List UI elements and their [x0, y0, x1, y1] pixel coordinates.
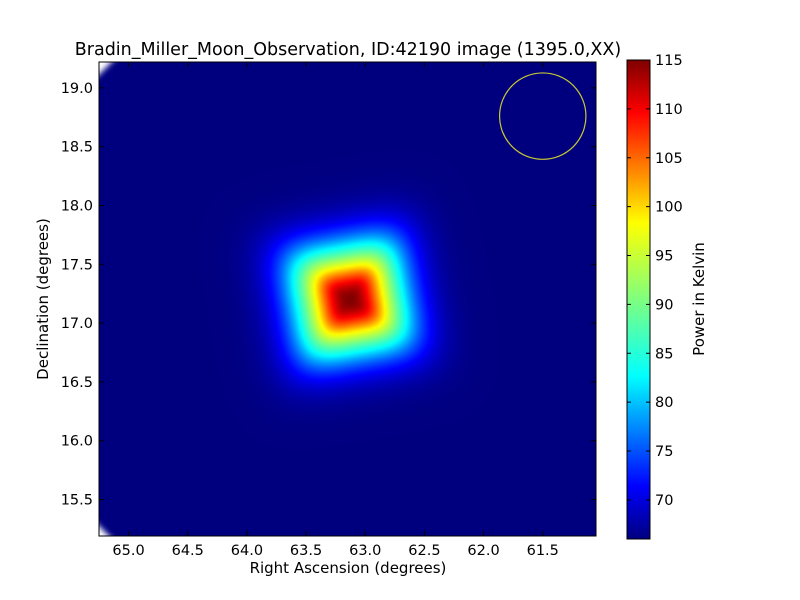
plot-area: 65.0 64.5 64.0 63.5 63.0 62.5 62.0 61.5 15.5 16.… — [61, 61, 597, 559]
colorbar-label: Power in Kelvin — [690, 242, 708, 356]
y-axis-label: Declination (degrees) — [34, 218, 52, 380]
x-tick-label: 63.5 — [290, 543, 322, 559]
colorbar-tick-label: 90 — [655, 297, 673, 313]
colorbar-ticks: 70 75 80 85 90 95 100 105 110 115 — [627, 53, 683, 509]
colorbar-frame — [626, 59, 651, 540]
colorbar-tick-label: 110 — [655, 102, 683, 118]
beam-circle — [498, 72, 587, 160]
x-tick-label: 62.0 — [467, 543, 499, 559]
y-tick-label: 16.5 — [61, 375, 93, 391]
y-tick-label: 18.5 — [61, 140, 93, 156]
x-tick-label: 62.5 — [408, 543, 440, 559]
y-tick-label: 18.0 — [61, 198, 93, 214]
y-tick-label: 19.0 — [61, 81, 93, 97]
plot-frame — [98, 61, 597, 537]
colorbar-tick-label: 95 — [655, 249, 673, 265]
x-tick-label: 65.0 — [112, 543, 144, 559]
x-tick-label: 64.0 — [231, 543, 263, 559]
colorbar-gradient — [627, 60, 650, 539]
heatmap-image — [99, 62, 596, 536]
x-tick-label: 61.5 — [527, 543, 559, 559]
corner-cuts — [99, 62, 112, 536]
y-tick-label: 16.0 — [61, 434, 93, 450]
corner-cut-top-left — [99, 62, 112, 75]
colorbar-tick-label: 115 — [655, 53, 683, 69]
chart-title: Bradin_Miller_Moon_Observation, ID:42190… — [75, 40, 621, 60]
x-axis-label: Right Ascension (degrees) — [250, 559, 447, 577]
y-tick-label: 17.5 — [61, 257, 93, 273]
colorbar-tick-label: 85 — [655, 346, 673, 362]
colorbar-tick-label: 75 — [655, 444, 673, 460]
y-axis-ticks: 15.5 16.0 16.5 17.0 17.5 18.0 18.5 19.0 — [61, 81, 596, 509]
colorbar-tick-label: 70 — [655, 493, 673, 509]
y-tick-label: 15.5 — [61, 493, 93, 509]
colorbar-tick-label: 80 — [655, 395, 673, 411]
x-tick-label: 63.0 — [349, 543, 381, 559]
x-axis-ticks: 65.0 64.5 64.0 63.5 63.0 62.5 62.0 61.5 — [112, 62, 559, 559]
corner-cut-bottom-left — [99, 526, 110, 536]
colorbar-tick-label: 100 — [655, 200, 683, 216]
y-tick-label: 17.0 — [61, 316, 93, 332]
colorbar: 70 75 80 85 90 95 100 105 110 115 — [626, 53, 683, 540]
x-tick-label: 64.5 — [172, 543, 204, 559]
colorbar-tick-label: 105 — [655, 151, 683, 167]
